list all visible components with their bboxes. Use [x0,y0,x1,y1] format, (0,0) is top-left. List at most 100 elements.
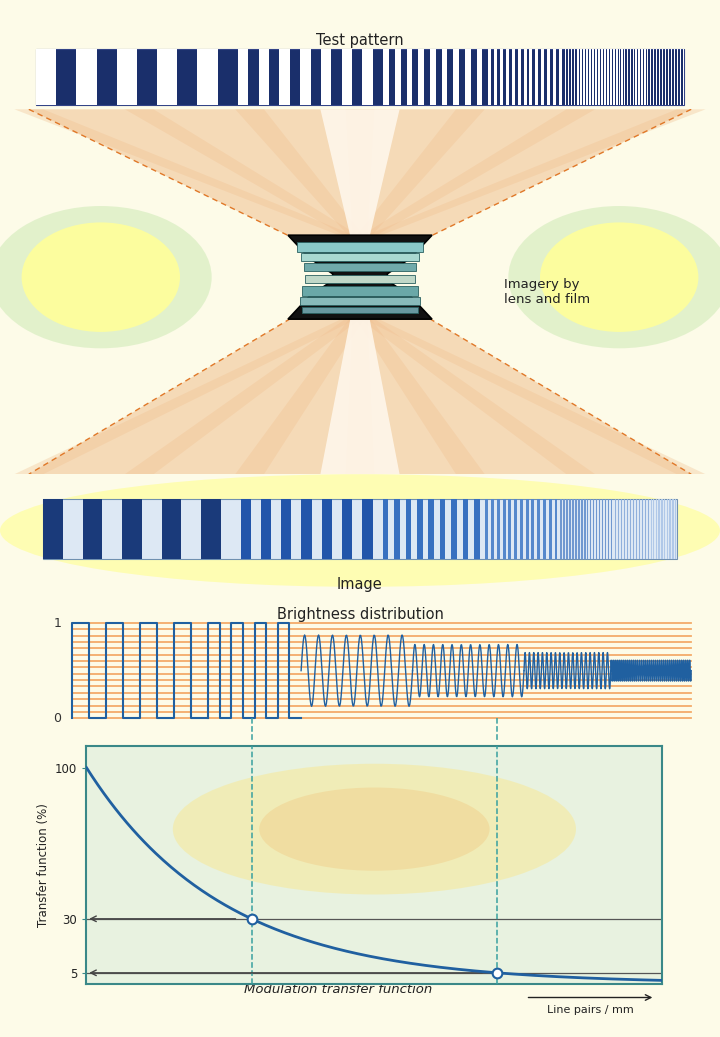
Bar [650,49,651,106]
Bar [553,49,556,106]
Bar [653,49,654,106]
Bar [592,49,594,106]
Bar [362,49,373,106]
Bar [611,499,612,559]
Bar [428,499,434,559]
Polygon shape [29,313,691,474]
Bar [282,499,292,559]
Bar [605,499,606,559]
Bar [547,49,550,106]
Bar [503,499,505,559]
Polygon shape [235,313,367,474]
Polygon shape [235,109,367,241]
Bar [305,275,415,283]
Ellipse shape [22,222,180,332]
Text: Imagery by
lens and film: Imagery by lens and film [504,278,590,306]
Bar [584,499,585,559]
Bar [407,49,413,106]
Bar [565,49,567,106]
Text: Test pattern: Test pattern [316,33,404,49]
Bar [624,499,625,559]
Polygon shape [320,109,400,241]
Bar [418,49,424,106]
Bar [572,499,574,559]
Bar [506,49,509,106]
Bar [611,49,612,106]
Text: Modulation transfer function: Modulation transfer function [244,982,433,996]
Polygon shape [125,313,367,474]
Bar [512,49,515,106]
Bar [465,49,471,106]
Bar [302,499,312,559]
Bar [587,499,588,559]
Bar [596,499,598,559]
Bar [598,49,600,106]
Bar [321,49,331,106]
Bar [627,49,628,106]
Bar [631,49,632,106]
Polygon shape [353,109,485,241]
Bar [634,499,635,559]
Bar [430,49,436,106]
Bar [638,49,639,106]
Bar [595,49,597,106]
Bar [570,499,571,559]
Bar [36,49,684,106]
Bar [258,49,269,106]
Polygon shape [353,109,706,241]
Bar [157,49,177,106]
Bar [541,49,544,106]
Bar [581,499,582,559]
Bar [43,499,63,559]
Bar [639,49,640,106]
Bar [520,499,523,559]
Text: 1: 1 [53,617,61,629]
Polygon shape [353,313,706,474]
Bar [240,499,251,559]
Bar [197,49,217,106]
Bar [580,49,582,106]
Bar [342,49,352,106]
Bar [563,499,564,559]
Bar [543,499,546,559]
Bar [117,49,137,106]
Bar [654,49,655,106]
Bar [575,499,577,559]
Bar [633,49,634,106]
Bar [322,499,332,559]
Bar [362,499,372,559]
Bar [593,499,595,559]
Bar [508,499,511,559]
Bar [441,49,447,106]
Polygon shape [353,313,595,474]
Bar [161,499,181,559]
Polygon shape [320,313,400,474]
Bar [500,49,503,106]
Bar [642,49,643,106]
Bar [638,499,639,559]
Bar [383,49,389,106]
Bar [627,499,628,559]
Bar [646,49,647,106]
Text: Image: Image [337,577,383,592]
Bar [537,499,540,559]
Polygon shape [346,109,374,241]
Bar [304,263,416,271]
Bar [394,499,400,559]
Bar [514,499,517,559]
Bar [635,49,636,106]
Bar [549,499,552,559]
Bar [602,499,603,559]
Bar [607,49,609,106]
Bar [451,499,456,559]
Bar [83,499,102,559]
Bar [608,499,609,559]
Bar [554,499,557,559]
Polygon shape [125,109,367,241]
Bar [620,499,621,559]
Bar [122,499,142,559]
Bar [574,49,575,106]
Bar [641,499,642,559]
Bar [618,499,619,559]
Bar [613,49,615,106]
